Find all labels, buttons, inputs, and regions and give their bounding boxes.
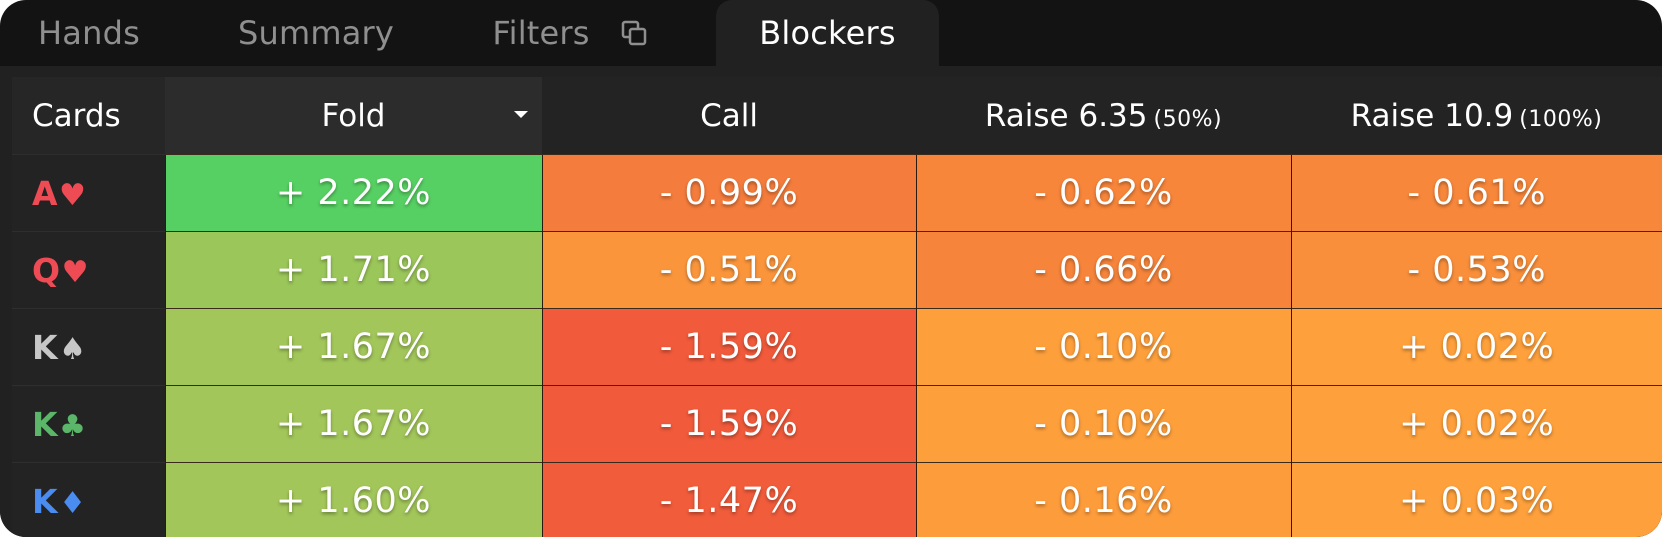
value-cell-raise2: - 0.61% <box>1290 154 1662 232</box>
column-header-raise-6-35[interactable]: Raise 6.35 (50%) <box>916 77 1291 155</box>
column-header-call-label: Call <box>700 97 758 134</box>
column-header-fold-label: Fold <box>321 97 386 134</box>
column-header-cards[interactable]: Cards <box>12 77 165 155</box>
value-cell-call: - 0.51% <box>541 231 916 309</box>
table-row[interactable]: K♣ + 1.67% - 1.59% - 0.10% + 0.02% <box>12 385 1662 463</box>
card-suit-icon: ♠ <box>59 331 87 367</box>
column-header-fold[interactable]: Fold <box>165 77 542 155</box>
value-cell-call: - 0.99% <box>541 154 916 232</box>
value-cell-raise1: - 0.16% <box>915 462 1291 537</box>
tab-filters[interactable]: Filters <box>460 0 680 66</box>
value-cell-fold: + 1.67% <box>164 308 542 386</box>
value-cell-raise2: - 0.53% <box>1290 231 1662 309</box>
tab-summary[interactable]: Summary <box>196 0 436 66</box>
card-cell: A♥ <box>12 154 165 232</box>
table-row[interactable]: K♠ + 1.67% - 1.59% - 0.10% + 0.02% <box>12 308 1662 386</box>
column-header-raise-10-9-label: Raise 10.9 <box>1350 97 1514 134</box>
table-row[interactable]: Q♥ + 1.71% - 0.51% - 0.66% - 0.53% <box>12 231 1662 309</box>
tab-hands[interactable]: Hands <box>0 0 178 66</box>
card-rank: A <box>32 173 59 213</box>
value-cell-fold: + 2.22% <box>164 154 542 232</box>
value-cell-fold: + 1.60% <box>164 462 542 537</box>
value-cell-raise1: - 0.62% <box>915 154 1291 232</box>
card-cell: K♣ <box>12 385 165 463</box>
card-suit-icon: ♦ <box>59 485 87 521</box>
card-cell: Q♥ <box>12 231 165 309</box>
value-cell-raise2: + 0.02% <box>1290 385 1662 463</box>
card-rank: K <box>32 481 59 521</box>
column-header-raise-6-35-percent: (50%) <box>1153 106 1223 132</box>
tab-bar: Hands Summary Filters Blockers <box>0 0 1662 66</box>
table-row[interactable]: A♥ + 2.22% - 0.99% - 0.62% - 0.61% <box>12 154 1662 232</box>
table-row[interactable]: K♦ + 1.60% - 1.47% - 0.16% + 0.03% <box>12 462 1662 537</box>
value-cell-raise1: - 0.10% <box>915 308 1291 386</box>
column-header-raise-10-9-percent: (100%) <box>1519 106 1603 132</box>
tab-filters-label: Filters <box>492 14 590 52</box>
card-rank: K <box>32 404 59 444</box>
tab-summary-label: Summary <box>237 14 395 52</box>
tab-blockers-label: Blockers <box>759 14 896 52</box>
copy-icon[interactable] <box>620 19 648 47</box>
value-cell-call: - 1.59% <box>541 308 916 386</box>
value-cell-raise2: + 0.02% <box>1290 308 1662 386</box>
tab-blockers[interactable]: Blockers <box>716 0 939 66</box>
value-cell-fold: + 1.67% <box>164 385 542 463</box>
chevron-down-icon[interactable] <box>514 111 528 118</box>
card-cell: K♦ <box>12 462 165 537</box>
column-header-raise-10-9[interactable]: Raise 10.9 (100%) <box>1291 77 1662 155</box>
value-cell-raise1: - 0.66% <box>915 231 1291 309</box>
value-cell-fold: + 1.71% <box>164 231 542 309</box>
card-rank: K <box>32 327 59 367</box>
column-header-raise-6-35-label: Raise 6.35 <box>984 97 1148 134</box>
card-suit-icon: ♥ <box>61 254 89 290</box>
value-cell-raise2: + 0.03% <box>1290 462 1662 537</box>
column-header-call[interactable]: Call <box>542 77 916 155</box>
card-suit-icon: ♥ <box>59 177 87 213</box>
table-header-row: Cards Fold Call Raise 6.35 (50%) Raise 10… <box>12 77 1662 155</box>
card-rank: Q <box>32 250 61 290</box>
value-cell-raise1: - 0.10% <box>915 385 1291 463</box>
card-cell: K♠ <box>12 308 165 386</box>
tab-hands-label: Hands <box>38 14 140 52</box>
card-suit-icon: ♣ <box>59 408 87 444</box>
column-header-cards-label: Cards <box>32 97 121 134</box>
blockers-table: Cards Fold Call Raise 6.35 (50%) Raise 10… <box>12 77 1662 537</box>
value-cell-call: - 1.47% <box>541 462 916 537</box>
value-cell-call: - 1.59% <box>541 385 916 463</box>
